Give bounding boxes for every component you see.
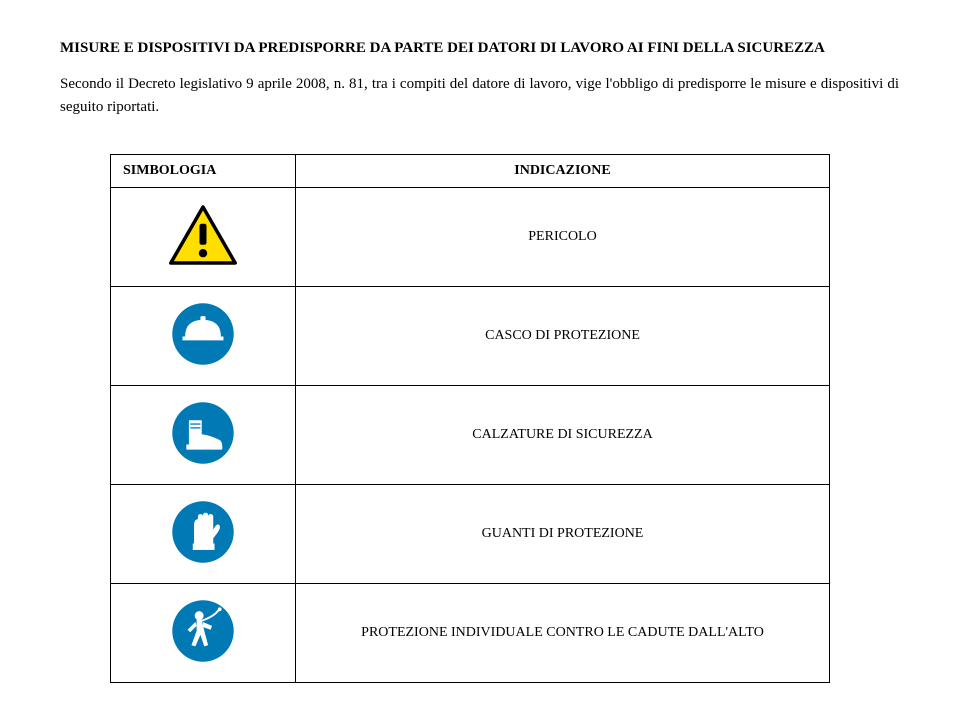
safety-boots-icon (171, 401, 235, 465)
header-indicazione: INDICAZIONE (296, 155, 830, 188)
table-row: CALZATURE DI SICUREZZA (111, 386, 830, 485)
table-header-row: SIMBOLOGIA INDICAZIONE (111, 155, 830, 188)
helmet-icon (171, 302, 235, 366)
label-casco: CASCO DI PROTEZIONE (296, 287, 830, 386)
icon-cell-warning (111, 188, 296, 287)
icon-cell-gloves (111, 485, 296, 584)
fall-protection-icon (171, 599, 235, 663)
gloves-icon (171, 500, 235, 564)
safety-table: SIMBOLOGIA INDICAZIONE PERICOLO CASCO DI… (110, 154, 830, 683)
warning-triangle-icon (168, 204, 238, 266)
intro-paragraph: Secondo il Decreto legislativo 9 aprile … (60, 73, 899, 118)
table-row: PROTEZIONE INDIVIDUALE CONTRO LE CADUTE … (111, 584, 830, 683)
label-guanti: GUANTI DI PROTEZIONE (296, 485, 830, 584)
label-calzature: CALZATURE DI SICUREZZA (296, 386, 830, 485)
icon-cell-helmet (111, 287, 296, 386)
label-pericolo: PERICOLO (296, 188, 830, 287)
icon-cell-boots (111, 386, 296, 485)
page-title: MISURE E DISPOSITIVI DA PREDISPORRE DA P… (60, 40, 899, 57)
icon-cell-fall-protection (111, 584, 296, 683)
label-protezione-cadute: PROTEZIONE INDIVIDUALE CONTRO LE CADUTE … (296, 584, 830, 683)
table-row: PERICOLO (111, 188, 830, 287)
table-row: GUANTI DI PROTEZIONE (111, 485, 830, 584)
header-simbologia: SIMBOLOGIA (111, 155, 296, 188)
table-row: CASCO DI PROTEZIONE (111, 287, 830, 386)
